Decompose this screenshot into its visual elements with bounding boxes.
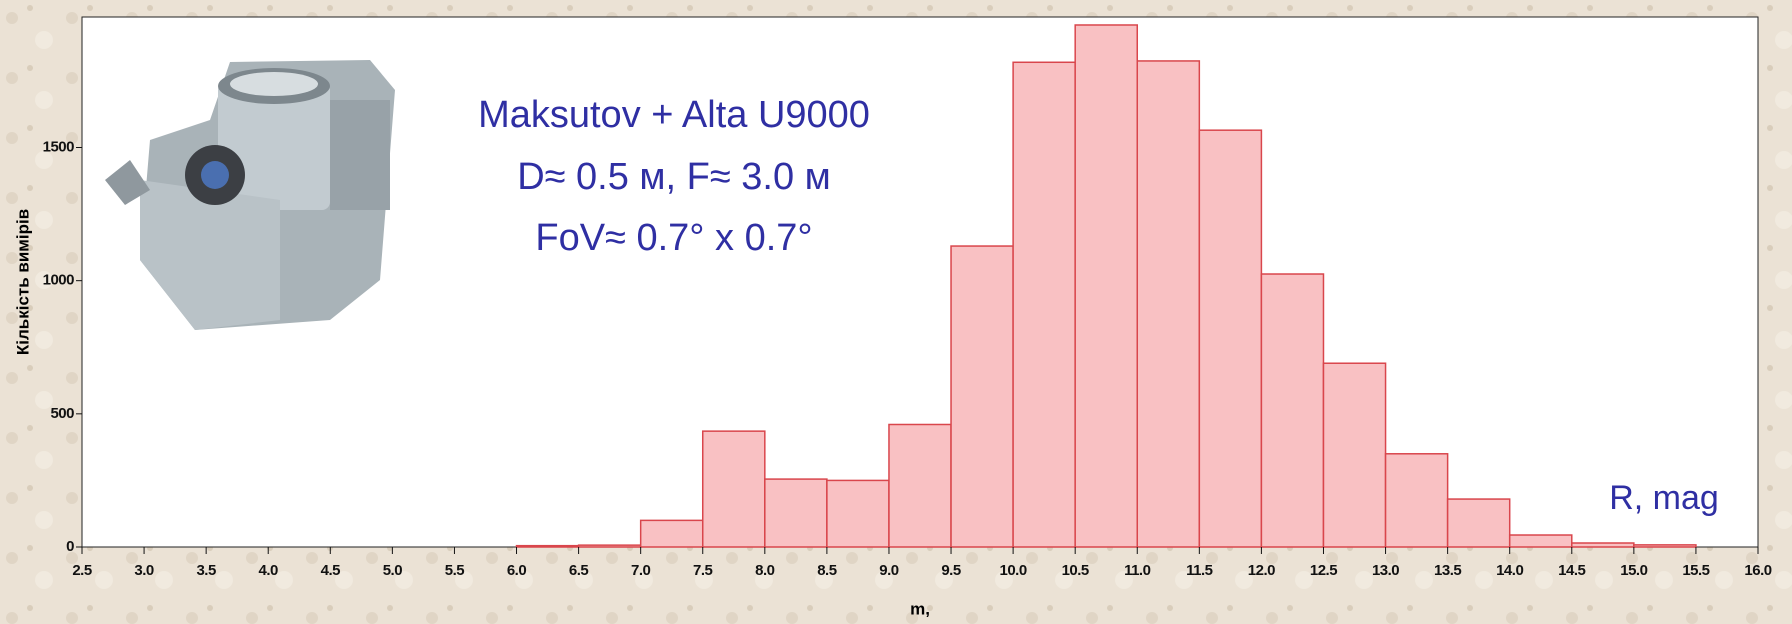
x-tick-label: 12.5 <box>1310 562 1337 579</box>
bar <box>1198 129 1263 548</box>
x-tick-label: 11.0 <box>1124 562 1151 579</box>
annotation: D≈ 0.5 м, F≈ 3.0 м <box>517 156 831 198</box>
x-tick-label: 15.5 <box>1682 562 1709 579</box>
x-tick-label: 15.0 <box>1620 562 1647 579</box>
x-tick-label: 14.0 <box>1496 562 1523 579</box>
x-tick-label: 3.5 <box>196 562 216 579</box>
x-tick-label: 5.5 <box>445 562 465 579</box>
x-tick-label: 9.0 <box>879 562 899 579</box>
bar <box>1571 542 1635 548</box>
x-tick-label: 11.5 <box>1186 562 1213 579</box>
annotation: R, mag <box>1609 479 1719 517</box>
bar <box>701 430 766 548</box>
bar <box>1260 273 1325 548</box>
x-tick-label: 16.0 <box>1744 562 1771 579</box>
y-tick-label: 500 <box>50 405 74 422</box>
annotation: FoV≈ 0.7° x 0.7° <box>535 217 812 259</box>
annotation: Maksutov + Alta U9000 <box>478 94 870 136</box>
bar <box>950 245 1014 548</box>
bar <box>1322 362 1387 548</box>
bar <box>1074 24 1139 548</box>
bar <box>1508 534 1573 548</box>
x-tick-label: 6.5 <box>569 562 589 579</box>
marks <box>515 24 1697 548</box>
bar <box>764 478 828 548</box>
y-tick-label: 1500 <box>43 138 75 155</box>
x-tick-label: 6.0 <box>507 562 527 579</box>
bar <box>888 423 952 548</box>
x-axis-label: m, <box>910 599 930 618</box>
x-tick-label: 9.5 <box>941 562 961 579</box>
bar <box>577 544 642 548</box>
x-tick-label: 10.0 <box>1000 562 1027 579</box>
telescope-image <box>105 60 395 330</box>
bar <box>1446 498 1511 548</box>
x-tick-label: 13.0 <box>1372 562 1399 579</box>
bar <box>639 519 704 548</box>
x-tick-label: 14.5 <box>1558 562 1585 579</box>
bar <box>515 544 580 548</box>
bar <box>1384 453 1449 548</box>
x-tick-label: 8.5 <box>817 562 837 579</box>
y-tick-label: 0 <box>66 538 74 555</box>
x-tick-label: 10.5 <box>1062 562 1089 579</box>
x-tick-label: 7.5 <box>693 562 713 579</box>
bar <box>1633 544 1697 548</box>
bar <box>1012 61 1076 548</box>
x-tick-label: 7.0 <box>631 562 651 579</box>
x-tick-label: 8.0 <box>755 562 775 579</box>
y-tick-label: 1000 <box>43 272 75 289</box>
x-tick-label: 3.0 <box>134 562 154 579</box>
bar <box>826 479 890 548</box>
x-tick-label: 4.5 <box>321 562 341 579</box>
x-tick-label: 5.0 <box>383 562 403 579</box>
bar <box>1136 60 1201 548</box>
x-tick-label: 12.0 <box>1248 562 1275 579</box>
y-axis-label: Кількість вимірів <box>13 209 32 355</box>
x-tick-label: 4.0 <box>259 562 279 579</box>
x-tick-label: 2.5 <box>72 562 92 579</box>
x-tick-label: 13.5 <box>1434 562 1461 579</box>
